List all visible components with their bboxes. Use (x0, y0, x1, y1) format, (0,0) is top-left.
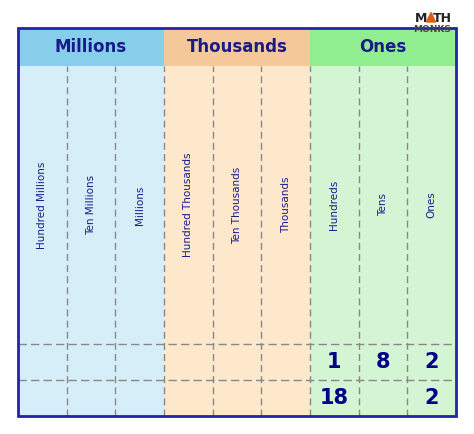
Text: 1: 1 (327, 352, 342, 372)
Polygon shape (427, 13, 436, 22)
Text: Millions: Millions (135, 185, 145, 225)
Bar (18, 28, 456, 416)
Text: Ten Millions: Ten Millions (86, 175, 96, 235)
Bar (18, 66, 164, 416)
Text: M: M (415, 11, 427, 24)
Bar (164, 28, 310, 66)
Bar (310, 66, 456, 416)
Text: MONKS: MONKS (413, 24, 451, 33)
Text: Tens: Tens (378, 194, 388, 217)
Text: Millions: Millions (55, 38, 127, 56)
Text: 8: 8 (376, 352, 390, 372)
Text: Thousands: Thousands (281, 177, 291, 233)
Text: Hundred Thousands: Hundred Thousands (183, 153, 193, 257)
Bar (18, 28, 164, 66)
Bar (310, 28, 456, 66)
Text: Ones: Ones (427, 192, 437, 218)
Text: 2: 2 (424, 352, 439, 372)
Text: Hundred Millions: Hundred Millions (37, 161, 47, 249)
Text: 2: 2 (424, 388, 439, 408)
Text: Ten Thousands: Ten Thousands (232, 166, 242, 243)
Text: Hundreds: Hundreds (329, 180, 339, 230)
Text: TH: TH (432, 11, 452, 24)
Bar (164, 66, 310, 416)
Text: Ones: Ones (359, 38, 407, 56)
Text: 18: 18 (320, 388, 349, 408)
Text: Thousands: Thousands (187, 38, 287, 56)
